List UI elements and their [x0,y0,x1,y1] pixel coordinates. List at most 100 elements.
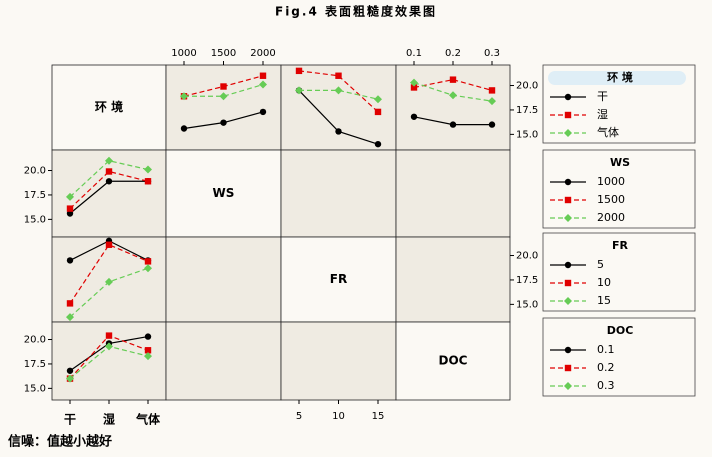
x-tick-label: 0.2 [445,48,461,59]
legend-label: 0.1 [597,343,615,356]
marker [410,78,418,87]
marker [105,156,113,165]
x-tick-label: 气体 [135,412,161,427]
y-tick-label: 17.5 [24,359,46,370]
legend-label: 1500 [597,193,625,206]
x-tick-label: 0.3 [484,48,500,59]
marker [449,121,457,128]
marker [449,76,457,83]
marker [66,257,74,264]
marker [564,93,572,101]
marker [488,121,496,128]
cell [395,236,511,323]
marker [66,367,74,374]
marker [564,196,572,204]
legend-label: 15 [597,294,611,307]
marker [564,297,572,305]
legend-title: 环 境 [607,70,633,84]
marker [564,111,572,119]
x-tick-label: 湿 [103,412,115,427]
series-line [69,170,149,210]
series-line [299,89,379,100]
x-tick-label: 1000 [171,48,196,59]
marker [66,313,74,322]
legend-label: 2000 [597,211,625,224]
marker [295,67,303,75]
x-tick-label: 干 [64,413,76,427]
x-tick-label: 10 [332,411,345,422]
y-tick-label: 15.0 [24,214,46,225]
marker [220,83,227,90]
marker [334,86,343,95]
y-tick-label: 15.0 [516,129,538,140]
legend-label: 干 [597,90,608,103]
marker [410,113,418,120]
marker [259,108,267,116]
y-tick-label: 17.5 [516,105,538,116]
legend-label: 5 [597,258,604,271]
series-line [69,244,149,304]
marker [105,332,113,339]
factor-label: DOC [439,354,468,368]
x-tick-label: 2000 [250,48,275,59]
x-tick-label: 1500 [211,48,236,59]
marker [335,128,342,135]
legend-label: 1000 [597,175,625,188]
marker [410,84,418,91]
marker [66,192,74,201]
marker [144,347,152,354]
marker [66,374,74,383]
factor-label: WS [213,186,235,200]
marker [564,279,572,287]
marker [564,214,572,222]
marker [374,140,382,148]
marker [105,168,113,175]
marker [295,86,303,95]
y-tick-label: 20.0 [516,251,538,262]
legend-label: 0.3 [597,379,615,392]
marker [259,80,267,89]
legend-title-bg [548,71,686,85]
marker [105,178,113,185]
marker [374,95,382,104]
factor-label: FR [330,272,347,286]
y-tick-label: 17.5 [516,275,538,286]
legend-title: DOC [607,324,634,337]
marker [144,165,152,174]
legend-label: 湿 [597,108,608,121]
y-tick-label: 17.5 [24,190,46,201]
marker [144,352,152,361]
marker [564,364,572,372]
y-tick-label: 15.0 [24,383,46,394]
cell [280,321,397,401]
marker [259,72,267,79]
marker [488,87,496,94]
factor-label: 环 境 [95,99,123,114]
y-tick-label: 20.0 [516,81,538,92]
series-line [184,83,264,97]
series-line [69,160,149,198]
marker [105,342,113,351]
marker [564,382,572,390]
legend-label: 10 [597,276,611,289]
marker [105,241,113,248]
marker [66,205,74,212]
marker [144,258,152,265]
marker [564,178,572,186]
marker [488,97,496,106]
legend-title: FR [612,239,629,252]
marker [374,108,382,116]
marker [564,346,572,354]
y-tick-label: 20.0 [24,166,46,177]
chart-title: Fig.4 表面粗糙度效果图 [275,4,437,19]
marker [564,129,572,137]
marker [105,277,113,286]
marker [335,72,342,79]
legend-label: 0.2 [597,361,615,374]
marker [564,261,572,269]
marker [220,119,227,126]
y-tick-label: 20.0 [24,335,46,346]
marker [66,300,74,307]
series-line [413,79,493,91]
